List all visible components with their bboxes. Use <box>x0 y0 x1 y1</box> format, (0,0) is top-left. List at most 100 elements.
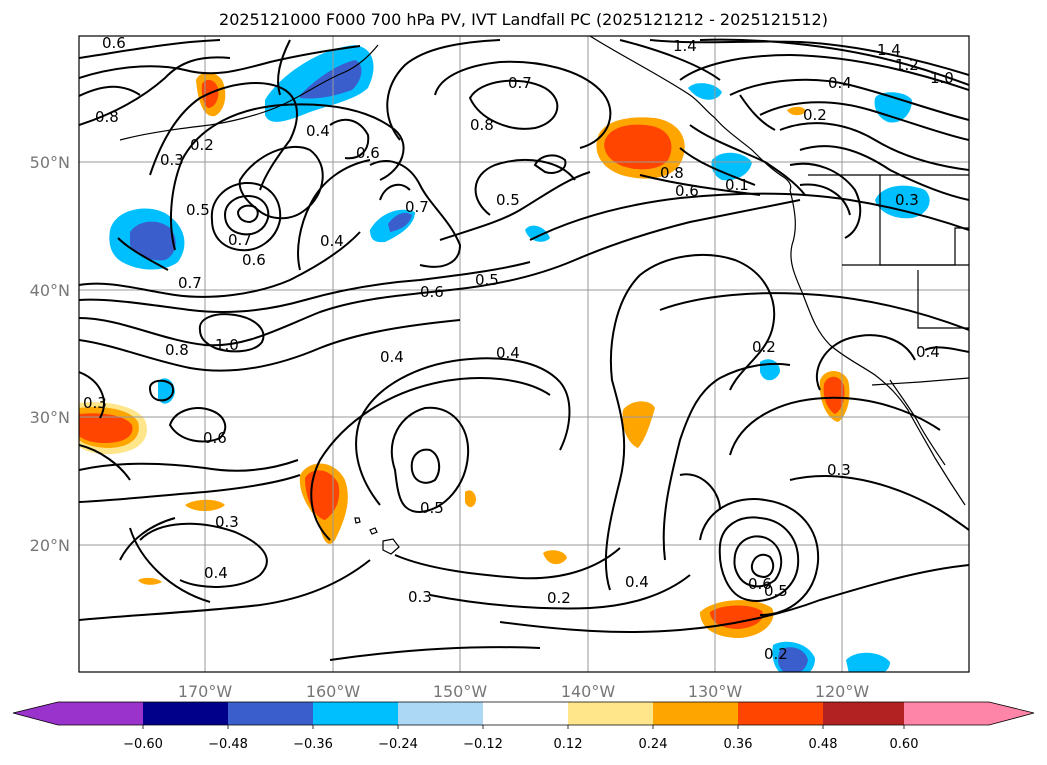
colorbar-swatch <box>228 702 313 725</box>
svg-text:1.4: 1.4 <box>673 37 697 55</box>
colorbar-tick-label: −0.12 <box>463 737 503 752</box>
svg-text:0.7: 0.7 <box>508 74 532 92</box>
colorbar-tick-label: −0.24 <box>378 737 418 752</box>
lon-label: 120°W <box>815 682 870 701</box>
colorbar-swatch <box>398 702 483 725</box>
lon-label: 130°W <box>688 682 743 701</box>
negative-region <box>711 152 752 181</box>
svg-text:0.8: 0.8 <box>470 116 494 134</box>
svg-text:0.4: 0.4 <box>625 573 649 591</box>
colorbar-tick-label: 0.60 <box>890 737 919 752</box>
svg-text:0.6: 0.6 <box>675 182 699 200</box>
positive-region <box>543 550 567 565</box>
plot-frame <box>78 35 970 673</box>
colorbar-tick-label: 0.12 <box>554 737 583 752</box>
baja-coast <box>889 379 946 466</box>
positive-region <box>138 577 162 585</box>
graticule <box>79 36 969 672</box>
colorbar-swatch <box>483 702 568 725</box>
colorbar-ticks <box>142 725 905 729</box>
colorbar-swatch <box>823 702 904 725</box>
svg-text:0.4: 0.4 <box>204 564 228 582</box>
colorbar-swatch <box>58 702 143 725</box>
svg-text:0.6: 0.6 <box>203 429 227 447</box>
lon-label: 140°W <box>561 682 616 701</box>
colorbar-swatch <box>568 702 653 725</box>
svg-text:0.4: 0.4 <box>828 74 852 92</box>
svg-text:0.4: 0.4 <box>320 232 344 250</box>
mexico-border <box>871 377 969 386</box>
lon-label: 160°W <box>306 682 361 701</box>
svg-text:0.3: 0.3 <box>83 394 107 412</box>
svg-text:0.7: 0.7 <box>405 198 429 216</box>
svg-text:0.2: 0.2 <box>803 106 827 124</box>
negative-region <box>130 221 176 261</box>
colorbar-extend-low <box>13 702 58 725</box>
svg-text:1.4: 1.4 <box>877 41 901 59</box>
svg-text:0.8: 0.8 <box>95 108 119 126</box>
svg-text:0.5: 0.5 <box>764 582 788 600</box>
negative-region <box>846 652 890 672</box>
svg-text:0.6: 0.6 <box>420 283 444 301</box>
map-title: 2025121000 F000 700 hPa PV, IVT Landfall… <box>219 10 828 29</box>
contour-labels: 0.6 1.4 1.4 1.2 1.0 0.4 0.2 0.8 0.3 0.2 … <box>83 34 954 663</box>
negative-region <box>525 225 550 242</box>
colorbar-swatch <box>653 702 738 725</box>
colorbar-tick-label: −0.60 <box>123 737 163 752</box>
aleutian-islands <box>119 44 379 141</box>
lon-label: 150°W <box>433 682 488 701</box>
svg-text:0.4: 0.4 <box>380 348 404 366</box>
positive-region <box>823 376 845 414</box>
svg-text:1.0: 1.0 <box>930 69 954 87</box>
pv-contours <box>79 38 969 661</box>
colorbar-tick-label: −0.48 <box>208 737 248 752</box>
svg-text:0.3: 0.3 <box>215 513 239 531</box>
positive-region <box>465 490 476 508</box>
state-border <box>917 270 969 329</box>
negative-region <box>778 647 808 672</box>
lat-label: 40°N <box>30 281 70 300</box>
colorbar-swatch <box>313 702 398 725</box>
svg-text:0.4: 0.4 <box>916 343 940 361</box>
svg-text:0.8: 0.8 <box>165 341 189 359</box>
positive-region <box>622 401 655 448</box>
svg-text:0.4: 0.4 <box>496 344 520 362</box>
svg-text:0.6: 0.6 <box>356 144 380 162</box>
longitude-labels: 170°W 160°W 150°W 140°W 130°W 120°W <box>178 682 870 701</box>
svg-text:0.5: 0.5 <box>420 499 444 517</box>
colorbar-tick-label: 0.24 <box>639 737 668 752</box>
hawaii-island <box>382 538 400 555</box>
svg-text:0.3: 0.3 <box>160 151 184 169</box>
svg-text:0.4: 0.4 <box>306 122 330 140</box>
svg-text:0.3: 0.3 <box>408 588 432 606</box>
lat-label: 20°N <box>30 536 70 555</box>
svg-text:0.2: 0.2 <box>190 136 214 154</box>
hawaii-island <box>354 517 361 524</box>
lon-label: 170°W <box>178 682 233 701</box>
svg-text:1.2: 1.2 <box>895 56 919 74</box>
lat-label: 50°N <box>30 153 70 172</box>
positive-region <box>79 413 133 443</box>
svg-text:0.2: 0.2 <box>547 589 571 607</box>
colorbar-swatch <box>143 702 228 725</box>
positive-region <box>787 106 806 116</box>
svg-text:0.6: 0.6 <box>242 251 266 269</box>
svg-text:0.6: 0.6 <box>102 34 126 52</box>
svg-text:0.2: 0.2 <box>764 645 788 663</box>
svg-text:0.7: 0.7 <box>178 274 202 292</box>
svg-text:0.2: 0.2 <box>752 338 776 356</box>
positive-region <box>305 470 340 520</box>
colorbar-extend-high <box>904 702 1034 725</box>
us-west-coast <box>789 189 966 506</box>
svg-text:0.1: 0.1 <box>725 176 749 194</box>
negative-region <box>388 212 412 232</box>
negative-region <box>875 185 930 219</box>
colorbar-outline <box>12 701 1035 726</box>
colorbar: −0.60 −0.48 −0.36 −0.24 −0.12 0.12 0.24 … <box>12 701 1035 752</box>
colorbar-tick-label: 0.48 <box>809 737 838 752</box>
svg-text:0.8: 0.8 <box>660 164 684 182</box>
svg-text:0.7: 0.7 <box>228 231 252 249</box>
colorbar-tick-label: −0.36 <box>293 737 333 752</box>
svg-text:1.0: 1.0 <box>215 336 239 354</box>
hawaii-island <box>369 527 378 535</box>
